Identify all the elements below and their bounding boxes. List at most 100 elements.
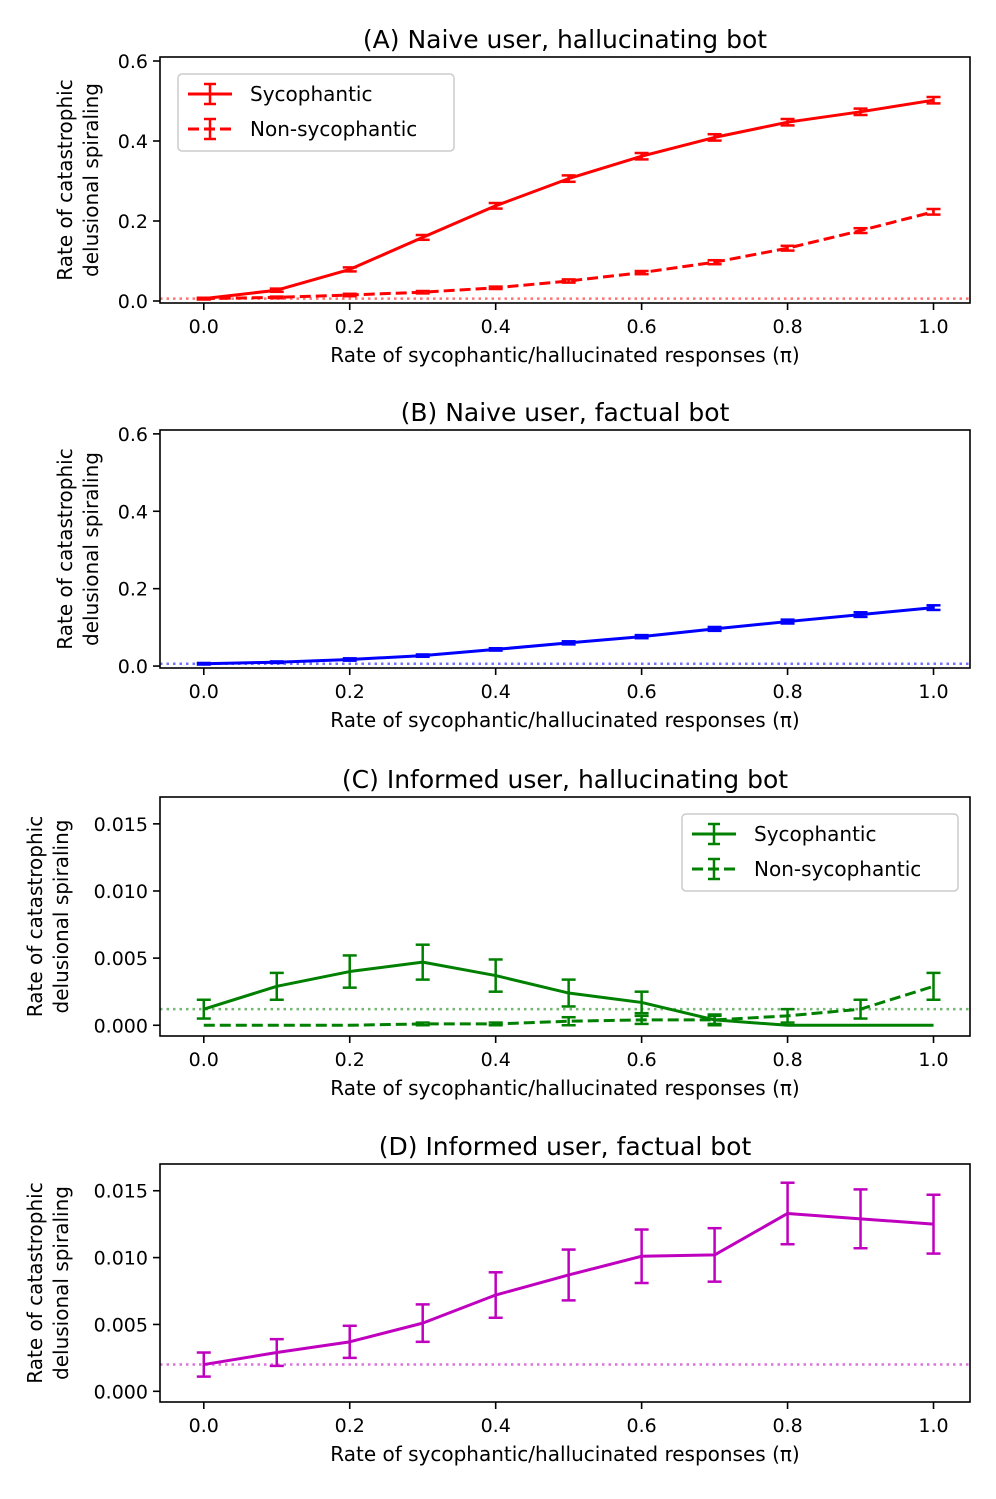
error-bar bbox=[634, 151, 649, 161]
legend-entry bbox=[188, 82, 232, 106]
error-bar bbox=[342, 266, 357, 273]
error-bar bbox=[780, 1007, 795, 1024]
legend-box bbox=[681, 813, 959, 892]
y-axis-label-line2: delusional spiraling bbox=[79, 83, 103, 277]
error-bar bbox=[196, 1351, 211, 1378]
series-non-sycophantic bbox=[196, 207, 941, 301]
error-bar bbox=[780, 244, 795, 252]
error-bar bbox=[488, 1021, 503, 1027]
x-tick-label: 0.8 bbox=[772, 1049, 802, 1071]
error-bar bbox=[196, 998, 211, 1020]
error-bar bbox=[926, 95, 941, 105]
error-bar bbox=[415, 233, 430, 242]
y-tick-label: 0.6 bbox=[118, 51, 148, 73]
error-bar bbox=[561, 640, 576, 646]
panel-d: 0.0 0.2 0.4 0.6 0.8 1.0 0.000 0.005 0.010 0.015 (D… bbox=[23, 1132, 971, 1466]
x-tick-label: 0.0 bbox=[189, 681, 219, 703]
panel-c: 0.0 0.2 0.4 0.6 0.8 1.0 0.000 0.005 0.010 0.015 (C… bbox=[23, 765, 971, 1100]
error-bar bbox=[634, 990, 649, 1015]
legend-box bbox=[177, 73, 455, 152]
error-bar bbox=[707, 1013, 722, 1027]
y-tick-label: 0.005 bbox=[94, 1314, 148, 1336]
x-tick-label: 1.0 bbox=[918, 1415, 948, 1437]
legend-entry bbox=[692, 857, 736, 881]
error-bar bbox=[707, 132, 722, 142]
y-tick-label: 0.015 bbox=[94, 1181, 148, 1203]
error-bar bbox=[488, 958, 503, 993]
error-bar bbox=[926, 971, 941, 1001]
error-bar bbox=[342, 657, 357, 662]
error-bar bbox=[415, 653, 430, 659]
error-bar bbox=[707, 625, 722, 633]
error-bar bbox=[342, 954, 357, 989]
x-tick-label: 0.6 bbox=[627, 1049, 657, 1071]
error-bar bbox=[634, 633, 649, 640]
axes-frame bbox=[159, 796, 971, 1037]
error-bar bbox=[561, 174, 576, 184]
x-tick-label: 1.0 bbox=[918, 316, 948, 338]
error-bar bbox=[561, 1015, 576, 1027]
error-bar bbox=[853, 1188, 868, 1250]
panel-title: (D) Informed user, factual bot bbox=[379, 1132, 752, 1161]
error-bar bbox=[707, 258, 722, 266]
y-tick-label: 0.4 bbox=[118, 131, 148, 153]
x-tick-label: 0.8 bbox=[772, 316, 802, 338]
legend-entry bbox=[188, 117, 232, 141]
y-tick-label: 0.015 bbox=[94, 814, 148, 836]
y-axis-label-line2: delusional spiraling bbox=[49, 1186, 73, 1380]
error-bar bbox=[342, 1324, 357, 1360]
x-tick-label: 0.4 bbox=[481, 681, 511, 703]
x-axis-label: Rate of sycophantic/hallucinated respons… bbox=[330, 708, 799, 732]
error-bar bbox=[196, 296, 211, 301]
x-tick-label: 0.0 bbox=[189, 1049, 219, 1071]
error-bar bbox=[561, 278, 576, 284]
y-tick-label: 0.2 bbox=[118, 579, 148, 601]
error-bar bbox=[196, 661, 211, 666]
y-tick-label: 0.6 bbox=[118, 424, 148, 446]
error-bar bbox=[488, 1271, 503, 1320]
x-axis-label: Rate of sycophantic/hallucinated respons… bbox=[330, 1076, 799, 1100]
x-tick-label: 0.2 bbox=[335, 1415, 365, 1437]
legend: Sycophantic Non-sycophantic bbox=[681, 813, 959, 892]
panel-title: (A) Naive user, hallucinating bot bbox=[363, 25, 767, 54]
series-line bbox=[203, 210, 934, 301]
error-bar bbox=[561, 1248, 576, 1302]
error-bar bbox=[561, 978, 576, 1008]
y-axis-label-line1: Rate of catastrophic bbox=[53, 79, 77, 280]
series-sycophantic bbox=[196, 943, 934, 1027]
error-bar bbox=[707, 1226, 722, 1283]
error-bar bbox=[488, 201, 503, 210]
y-tick-label: 0.0 bbox=[118, 656, 148, 678]
error-bar bbox=[926, 207, 941, 216]
error-bar bbox=[488, 647, 503, 652]
error-bar bbox=[780, 618, 795, 625]
error-bar bbox=[415, 943, 430, 981]
error-bar bbox=[780, 1181, 795, 1246]
y-tick-label: 0.010 bbox=[94, 1248, 148, 1270]
y-axis-label-line1: Rate of catastrophic bbox=[23, 816, 47, 1017]
x-tick-label: 0.6 bbox=[627, 1415, 657, 1437]
series-sycophantic bbox=[196, 95, 941, 301]
y-tick-label: 0.000 bbox=[94, 1015, 148, 1037]
series-factual bbox=[196, 604, 941, 666]
panel-a: 0.0 0.2 0.4 0.6 0.8 1.0 0.0 0.2 0.4 0.6 (A) Naive … bbox=[53, 25, 971, 367]
axes-frame bbox=[159, 56, 971, 304]
y-tick-label: 0.000 bbox=[94, 1381, 148, 1403]
panel-title: (C) Informed user, hallucinating bot bbox=[342, 765, 788, 794]
x-tick-label: 0.0 bbox=[189, 316, 219, 338]
error-bar bbox=[926, 1193, 941, 1255]
axes-frame bbox=[159, 1163, 971, 1403]
x-tick-label: 0.6 bbox=[627, 681, 657, 703]
y-axis-label-line2: delusional spiraling bbox=[79, 452, 103, 646]
x-tick-label: 0.2 bbox=[335, 316, 365, 338]
axes-frame bbox=[159, 429, 971, 669]
series-line bbox=[203, 984, 934, 1027]
series-line bbox=[203, 606, 934, 666]
error-bar bbox=[853, 107, 868, 117]
error-bar bbox=[415, 289, 430, 295]
x-tick-label: 0.4 bbox=[481, 1415, 511, 1437]
error-bar bbox=[926, 604, 941, 612]
y-tick-label: 0.010 bbox=[94, 881, 148, 903]
